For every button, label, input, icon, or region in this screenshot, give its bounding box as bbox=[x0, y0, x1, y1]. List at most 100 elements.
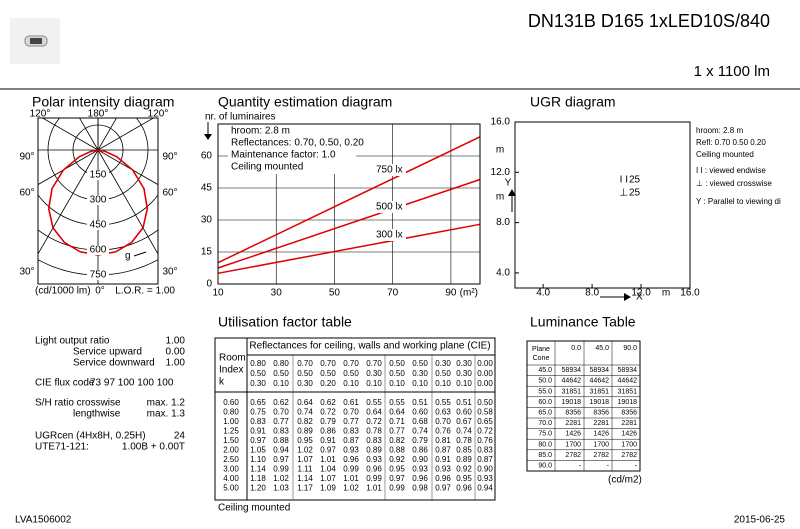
utilisation-factor: 0.79 bbox=[320, 417, 336, 426]
utilisation-factor: 0.93 bbox=[412, 465, 428, 474]
ugr-symbol: I I bbox=[620, 175, 628, 186]
annotation: Ceiling mounted bbox=[231, 162, 303, 173]
reflectance: 0.30 bbox=[366, 369, 382, 378]
utilisation-factor: 0.82 bbox=[389, 436, 405, 445]
spec-label: Service downward bbox=[73, 358, 155, 369]
arrow-head bbox=[508, 189, 516, 196]
utilisation-factor: 0.83 bbox=[343, 427, 359, 436]
utilisation-factor: 0.64 bbox=[297, 398, 313, 407]
luminance-value: 1426 bbox=[565, 431, 581, 438]
luminance-value: 1426 bbox=[593, 431, 609, 438]
reflectance: 0.20 bbox=[320, 379, 336, 388]
series-line bbox=[217, 136, 481, 264]
annotation: Maintenance factor: 1.0 bbox=[231, 150, 336, 161]
utilisation-factor: 0.61 bbox=[343, 398, 359, 407]
x-tick-label: 70 bbox=[387, 288, 399, 299]
utilisation-factor: 0.68 bbox=[412, 417, 428, 426]
utilisation-factor: 0.94 bbox=[273, 446, 289, 455]
luminance-value: 19018 bbox=[618, 399, 638, 406]
intensity-curve bbox=[97, 149, 149, 256]
utilisation-factor: 0.97 bbox=[273, 455, 289, 464]
ugr-title: UGR diagram bbox=[530, 94, 616, 110]
unit-label: m bbox=[662, 288, 670, 299]
series-line bbox=[217, 178, 481, 269]
cone-angle: 50.0 bbox=[538, 378, 552, 385]
utilisation-factor: 0.96 bbox=[435, 474, 451, 483]
cone-angle: 55.0 bbox=[538, 388, 552, 395]
room-index: 4.00 bbox=[223, 474, 239, 483]
utilisation-factor: 0.65 bbox=[250, 398, 266, 407]
table-title: Utilisation factor table bbox=[218, 314, 352, 330]
cone-angle: 60.0 bbox=[538, 399, 552, 406]
x-tick-label: 16.0 bbox=[680, 288, 700, 299]
utilisation-factor: 0.96 bbox=[412, 474, 428, 483]
utilisation-factor: 0.76 bbox=[435, 427, 451, 436]
spec-value: max. 1.3 bbox=[147, 409, 186, 420]
ugr-symbol: ⊥ bbox=[619, 188, 628, 199]
room-index: 0.60 bbox=[223, 398, 239, 407]
utilisation-factor: 0.88 bbox=[273, 436, 289, 445]
utilisation-factor: 1.20 bbox=[250, 484, 266, 493]
row-header: Index bbox=[219, 365, 243, 376]
utilisation-factor: 0.97 bbox=[389, 474, 405, 483]
utilisation-factor: 0.96 bbox=[343, 455, 359, 464]
cone-angle: 80.0 bbox=[538, 441, 552, 448]
x-axis-label: X bbox=[636, 292, 643, 303]
ugr-frame bbox=[514, 121, 691, 289]
y-tick-label: 8.0 bbox=[496, 217, 510, 228]
utilisation-factor: 0.92 bbox=[389, 455, 405, 464]
reflectance: 0.30 bbox=[456, 359, 472, 368]
arrow-head bbox=[204, 134, 212, 140]
ring-label: 600 bbox=[90, 245, 107, 256]
utilisation-factor: 1.03 bbox=[273, 484, 289, 493]
ring-label-bg bbox=[87, 220, 109, 230]
corner-label: Plane bbox=[532, 346, 550, 353]
ring-label: 150 bbox=[90, 170, 107, 181]
utilisation-factor: 0.96 bbox=[366, 465, 382, 474]
reflectance: 0.10 bbox=[389, 379, 405, 388]
spec-label: UTE71-121: bbox=[35, 442, 89, 453]
ring-label: 450 bbox=[90, 220, 107, 231]
x-tick-label: 12.0 bbox=[631, 288, 651, 299]
utilisation-factor: 0.85 bbox=[456, 446, 472, 455]
utilisation-factor: 0.75 bbox=[250, 408, 266, 417]
utilisation-factor: 0.70 bbox=[435, 417, 451, 426]
utilisation-factor: 0.87 bbox=[343, 436, 359, 445]
ring-label-bg bbox=[87, 170, 109, 180]
utilisation-factor: 1.01 bbox=[343, 474, 359, 483]
x-tick-label: 50 bbox=[329, 288, 341, 299]
column-header: 90.0 bbox=[623, 345, 637, 352]
legend-text: Y : Parallel to viewing di bbox=[696, 197, 781, 206]
polar-title: Polar intensity diagram bbox=[32, 94, 174, 110]
angle-label: 60° bbox=[19, 188, 34, 199]
reflectance: 0.10 bbox=[366, 379, 382, 388]
utilisation-factor: 0.99 bbox=[366, 474, 382, 483]
spec-value: 1.00B + 0.00T bbox=[122, 442, 185, 453]
angle-label: 120° bbox=[148, 109, 169, 120]
intensity-curve bbox=[47, 149, 99, 256]
y-tick-label: 0 bbox=[206, 279, 212, 290]
room-index: 1.25 bbox=[223, 427, 239, 436]
cone-angle: 70.0 bbox=[538, 420, 552, 427]
reflectance: 0.10 bbox=[412, 379, 428, 388]
room-index: 2.00 bbox=[223, 446, 239, 455]
reflectance: 0.00 bbox=[477, 359, 493, 368]
utilisation-factor: 0.83 bbox=[477, 446, 493, 455]
doc-code: LVA1506002 bbox=[15, 515, 72, 526]
column-header: 45.0 bbox=[595, 345, 609, 352]
reflectance: 0.50 bbox=[412, 359, 428, 368]
luminance-value: 44642 bbox=[562, 378, 582, 385]
utilisation-factor: 1.07 bbox=[320, 474, 336, 483]
ugr-value: 25 bbox=[629, 188, 641, 199]
utilisation-factor: 0.63 bbox=[435, 408, 451, 417]
utilisation-factor: 0.93 bbox=[477, 474, 493, 483]
utilisation-factor: 1.02 bbox=[273, 474, 289, 483]
table-frame bbox=[526, 340, 641, 472]
utilisation-factor: 0.87 bbox=[477, 455, 493, 464]
legend-text: Refl: 0.70 0.50 0.20 bbox=[696, 138, 766, 147]
legend-text: hroom: 2.8 m bbox=[696, 126, 743, 135]
utilisation-factor: 1.04 bbox=[320, 465, 336, 474]
spec-value: 24 bbox=[174, 431, 186, 442]
cone-angle: 75.0 bbox=[538, 431, 552, 438]
